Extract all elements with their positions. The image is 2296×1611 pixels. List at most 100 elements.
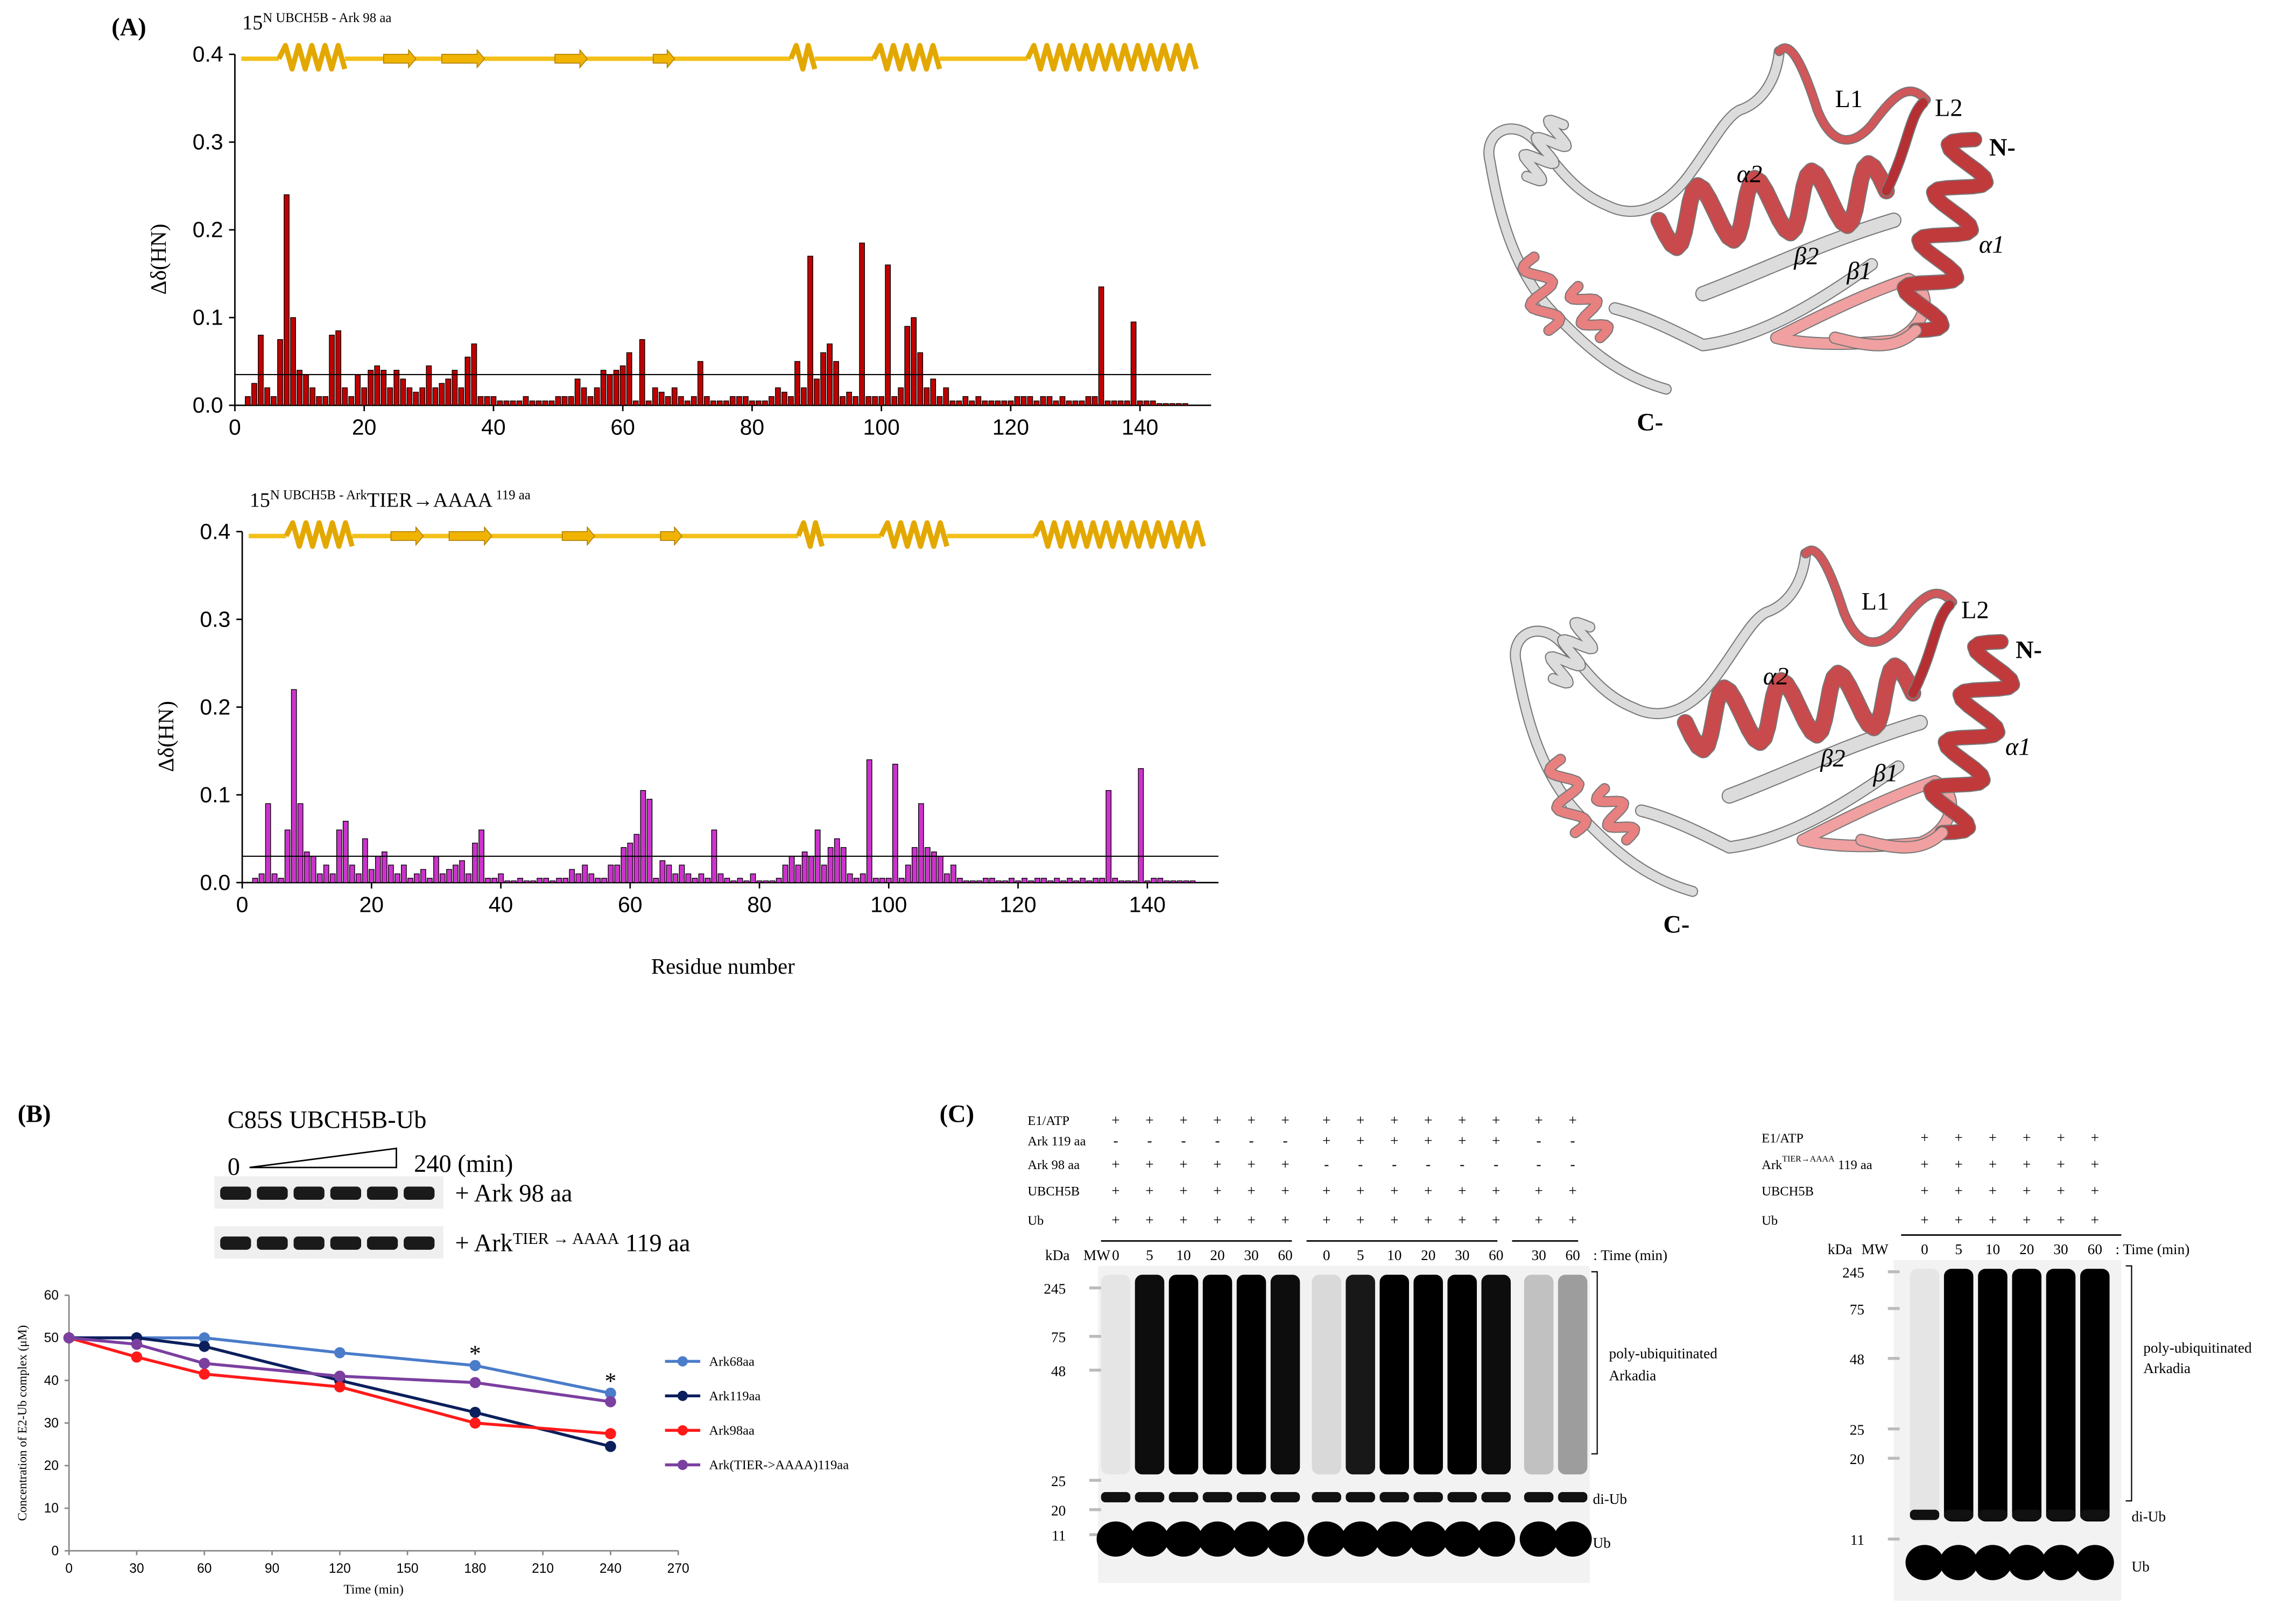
blot-mark: + <box>1920 1130 1928 1146</box>
bar <box>368 869 375 883</box>
bar <box>1112 877 1118 883</box>
bar <box>1137 400 1143 406</box>
annotation: * <box>604 1368 616 1394</box>
bar <box>1085 396 1091 406</box>
blot-row-label: Ub <box>1027 1213 1044 1228</box>
blot-row-label: ArkTIER→AAAA 119 aa <box>1762 1155 1872 1172</box>
text-part: N UBCH5B - Ark 98 aa <box>263 11 391 25</box>
blot-annotation: Arkadia <box>1609 1368 1656 1384</box>
bar <box>368 370 374 406</box>
blot-mark: + <box>1213 1212 1221 1228</box>
bar <box>466 873 471 883</box>
bar <box>1015 880 1021 883</box>
ub-band <box>1130 1521 1169 1557</box>
y-tick-label: 60 <box>44 1289 59 1303</box>
blot-mark: + <box>1179 1156 1187 1172</box>
structure-label: L1 <box>1835 86 1863 113</box>
bar <box>905 864 911 883</box>
bar <box>736 396 742 406</box>
blot-row-label: Ark 98 aa <box>1027 1158 1080 1172</box>
bar <box>587 396 594 406</box>
time-label: 10 <box>1176 1247 1191 1263</box>
di-ub-band <box>1379 1492 1409 1503</box>
protein-structure: L1 L2 N-α2 β2 β1 α1 C- <box>1483 43 2016 436</box>
bar <box>750 873 756 883</box>
blot-mark: + <box>1920 1156 1928 1172</box>
bar <box>911 317 917 406</box>
text-part: + Ark 98 aa <box>455 1180 573 1207</box>
bar <box>730 880 737 883</box>
di-ub-band <box>1168 1492 1199 1503</box>
bar <box>982 400 988 406</box>
gel-band <box>293 1186 325 1200</box>
bar <box>252 877 258 883</box>
ladder-band <box>1089 1335 1101 1338</box>
y-tick-label: 20 <box>44 1459 59 1473</box>
smear <box>1910 1269 1940 1522</box>
helix <box>795 520 825 549</box>
bar <box>258 873 265 883</box>
bar <box>645 400 652 406</box>
smear <box>1943 1269 1974 1522</box>
blot-mark: - <box>1392 1156 1397 1172</box>
kda-label: kDa <box>1045 1247 1069 1263</box>
bar <box>814 378 820 406</box>
bar <box>1047 880 1053 883</box>
bar <box>536 400 542 406</box>
blot-mark: + <box>2091 1212 2099 1228</box>
bar <box>859 242 865 406</box>
bar <box>872 877 879 883</box>
ribbon <box>1897 132 1993 337</box>
bar <box>432 387 439 406</box>
structure-label: C- <box>1637 409 1663 436</box>
bar <box>969 400 975 406</box>
bar <box>1138 768 1144 883</box>
ribbon <box>1609 259 1877 350</box>
bar <box>1177 880 1183 883</box>
ribbon <box>1802 546 1956 646</box>
text-part: TIER→AAAA <box>367 489 493 511</box>
text-part: E1/ATP <box>1027 1114 1069 1128</box>
blot-mark: + <box>1111 1212 1119 1228</box>
bar <box>983 877 989 883</box>
ribbon <box>1546 618 1597 688</box>
blot-annotation: Ub <box>1593 1535 1610 1551</box>
bar <box>303 374 309 406</box>
bar <box>697 361 703 406</box>
bar <box>1086 880 1093 883</box>
bar <box>529 400 536 406</box>
blot-mark: + <box>1281 1212 1289 1228</box>
x-tick-label: 60 <box>610 415 635 440</box>
bar <box>1067 877 1073 883</box>
bar <box>445 378 452 406</box>
di-ub-band <box>1312 1492 1341 1503</box>
bar <box>1079 400 1085 406</box>
panel-label: (A) <box>111 13 146 41</box>
bar <box>840 847 847 883</box>
bar <box>646 799 653 883</box>
bar <box>762 400 768 406</box>
bar <box>970 880 976 883</box>
ribbon <box>1651 156 1894 255</box>
bar <box>355 374 361 406</box>
bar <box>665 396 671 406</box>
blot-mark: + <box>2056 1156 2065 1172</box>
point <box>334 1370 346 1382</box>
smear <box>1270 1275 1300 1475</box>
bar <box>865 396 871 406</box>
bar <box>290 317 296 406</box>
time-label: 0 <box>1112 1247 1119 1263</box>
text-part: 119 aa <box>1835 1158 1872 1172</box>
ribbon <box>1678 658 1920 757</box>
bar <box>749 400 755 406</box>
bar <box>1033 400 1040 406</box>
time-label: 5 <box>1357 1247 1364 1263</box>
smear <box>1168 1275 1199 1475</box>
gel-band <box>220 1186 251 1200</box>
structure-label: α2 <box>1763 663 1789 690</box>
bar <box>924 387 930 406</box>
smear <box>1202 1275 1232 1475</box>
structure-label: L1 <box>1862 588 1889 615</box>
text-part: 119 aa <box>619 1230 690 1257</box>
blot-annotation: Arkadia <box>2143 1360 2191 1376</box>
